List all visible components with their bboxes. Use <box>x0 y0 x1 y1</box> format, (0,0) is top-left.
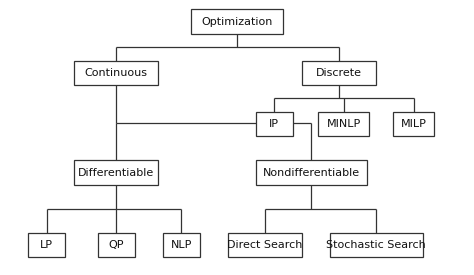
Text: Stochastic Search: Stochastic Search <box>327 240 426 250</box>
Text: NLP: NLP <box>171 240 192 250</box>
Text: MILP: MILP <box>401 119 427 129</box>
Text: Differentiable: Differentiable <box>78 167 155 178</box>
FancyBboxPatch shape <box>163 233 200 257</box>
Text: Optimization: Optimization <box>201 16 273 27</box>
Text: MINLP: MINLP <box>327 119 361 129</box>
FancyBboxPatch shape <box>74 61 158 85</box>
Text: Direct Search: Direct Search <box>227 240 302 250</box>
FancyBboxPatch shape <box>302 61 376 85</box>
Text: Nondifferentiable: Nondifferentiable <box>263 167 360 178</box>
Text: Continuous: Continuous <box>85 68 148 78</box>
Text: IP: IP <box>269 119 279 129</box>
FancyBboxPatch shape <box>330 233 423 257</box>
FancyBboxPatch shape <box>98 233 135 257</box>
Text: QP: QP <box>109 240 124 250</box>
FancyBboxPatch shape <box>28 233 65 257</box>
FancyBboxPatch shape <box>255 160 367 185</box>
FancyBboxPatch shape <box>74 160 158 185</box>
Text: LP: LP <box>40 240 53 250</box>
FancyBboxPatch shape <box>318 112 369 136</box>
FancyBboxPatch shape <box>191 10 283 34</box>
FancyBboxPatch shape <box>228 233 302 257</box>
Text: Discrete: Discrete <box>316 68 362 78</box>
FancyBboxPatch shape <box>255 112 293 136</box>
FancyBboxPatch shape <box>392 112 434 136</box>
